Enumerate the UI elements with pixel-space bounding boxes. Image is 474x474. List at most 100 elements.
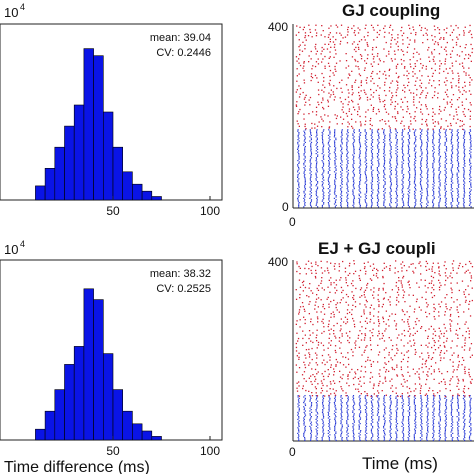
- spike-dot-blue: [427, 418, 429, 420]
- spike-dot-blue: [303, 434, 305, 436]
- spike-dot-blue: [353, 182, 355, 184]
- spike-dot-blue: [445, 404, 447, 406]
- spike-dot-blue: [401, 179, 403, 181]
- spike-dot-red: [347, 65, 350, 67]
- spike-dot-blue: [370, 206, 372, 208]
- spike-dot-red: [457, 323, 459, 325]
- spike-dot-blue: [446, 147, 448, 149]
- spike-dot-red: [317, 306, 319, 308]
- spike-dot-blue: [433, 147, 435, 149]
- spike-dot-red: [408, 395, 410, 397]
- spike-dot-red: [445, 50, 447, 52]
- spike-dot-red: [432, 119, 434, 121]
- spike-dot-blue: [458, 186, 460, 188]
- spike-dot-blue: [384, 168, 386, 170]
- spike-dot-red: [385, 371, 387, 373]
- spike-dot-blue: [346, 423, 348, 425]
- spike-dot-blue: [304, 185, 306, 187]
- spike-dot-red: [464, 272, 466, 274]
- spike-dot-red: [443, 345, 446, 347]
- spike-dot-blue: [413, 434, 415, 436]
- spike-dot-blue: [334, 134, 336, 136]
- spike-dot-blue: [444, 204, 446, 206]
- spike-dot-red: [406, 351, 408, 353]
- spike-dot-red: [299, 93, 301, 95]
- spike-dot-blue: [426, 193, 429, 195]
- spike-dot-blue: [383, 185, 385, 187]
- spike-dot-blue: [457, 406, 459, 408]
- spike-dot-blue: [322, 414, 324, 416]
- spike-dot-red: [296, 382, 298, 384]
- spike-dot-red: [383, 48, 385, 50]
- spike-dot-blue: [427, 414, 429, 416]
- spike-dot-red: [397, 87, 399, 89]
- spike-dot-red: [326, 261, 328, 263]
- spike-dot-blue: [316, 130, 318, 132]
- spike-dot-blue: [340, 434, 342, 436]
- spike-dot-blue: [346, 148, 348, 150]
- spike-dot-red: [450, 287, 452, 289]
- spike-dot-red: [444, 63, 446, 65]
- spike-dot-red: [464, 81, 466, 83]
- spike-dot-red: [348, 110, 350, 112]
- spike-dot-blue: [365, 424, 367, 426]
- spike-dot-red: [395, 285, 397, 287]
- spike-dot-red: [345, 279, 347, 281]
- spike-dot-blue: [402, 430, 404, 432]
- spike-dot-blue: [335, 423, 337, 425]
- spike-dot-blue: [376, 169, 379, 171]
- spike-dot-blue: [297, 437, 299, 439]
- hist-bar: [122, 410, 133, 441]
- spike-dot-red: [303, 98, 306, 100]
- spike-dot-red: [438, 80, 440, 82]
- spike-dot-blue: [334, 176, 336, 178]
- spike-dot-red: [351, 313, 353, 316]
- spike-dot-blue: [340, 155, 342, 157]
- spike-dot-blue: [414, 174, 416, 176]
- spike-dot-blue: [310, 151, 312, 153]
- spike-dot-red: [321, 72, 323, 75]
- spike-dot-blue: [420, 424, 422, 426]
- spike-dot-red: [438, 273, 440, 275]
- spike-dot-blue: [377, 206, 380, 208]
- spike-dot-red: [384, 362, 386, 364]
- spike-dot-red: [382, 303, 384, 306]
- spike-dot-blue: [457, 182, 459, 184]
- spike-dot-blue: [377, 178, 379, 180]
- spike-dot-blue: [463, 129, 465, 131]
- spike-dot-red: [412, 101, 415, 103]
- spike-dot-blue: [396, 139, 398, 141]
- spike-dot-blue: [458, 171, 460, 173]
- spike-dot-blue: [309, 190, 311, 192]
- spike-dot-red: [420, 279, 422, 281]
- spike-dot-red: [359, 74, 362, 77]
- spike-dot-blue: [463, 181, 465, 183]
- spike-dot-red: [302, 41, 304, 43]
- spike-dot-red: [446, 337, 448, 340]
- spike-dot-blue: [439, 416, 441, 418]
- spike-dot-red: [329, 56, 331, 58]
- spike-dot-blue: [364, 396, 366, 398]
- spike-dot-red: [302, 337, 304, 340]
- spike-dot-blue: [458, 413, 460, 415]
- spike-dot-red: [333, 371, 335, 373]
- spike-dot-blue: [396, 195, 398, 197]
- spike-dot-red: [457, 354, 459, 356]
- spike-dot-blue: [310, 423, 312, 425]
- spike-dot-blue: [458, 435, 460, 437]
- spike-dot-blue: [396, 204, 398, 206]
- spike-dot-blue: [365, 435, 367, 437]
- spike-dot-red: [398, 289, 400, 291]
- spike-dot-blue: [371, 154, 373, 156]
- spike-dot-red: [320, 260, 322, 262]
- spike-dot-red: [394, 105, 396, 108]
- spike-dot-red: [465, 321, 467, 323]
- spike-dot-red: [464, 342, 466, 344]
- spike-dot-blue: [408, 418, 410, 420]
- spike-dot-blue: [421, 143, 423, 145]
- spike-dot-red: [339, 279, 341, 281]
- spike-dot-blue: [408, 179, 410, 181]
- spike-dot-blue: [304, 182, 306, 184]
- spike-dot-red: [434, 63, 436, 65]
- spike-dot-red: [410, 390, 412, 393]
